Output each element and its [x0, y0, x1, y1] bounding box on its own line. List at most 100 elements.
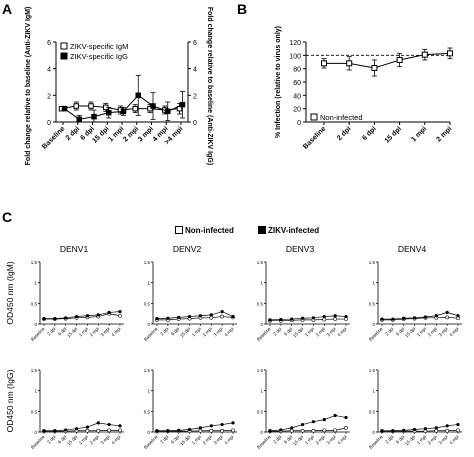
c-x-tick-label: 6 dpi [170, 326, 180, 336]
c-zikv_infected-point [231, 314, 235, 319]
b-series-point [321, 60, 327, 67]
c-non_infected-point [456, 428, 460, 433]
c-zikv_infected-point [311, 316, 316, 320]
a-y2-tick-label: 6 [193, 40, 197, 47]
a-igg-point [91, 113, 97, 120]
c-x-tick-label: 15 dpi [66, 326, 78, 338]
c-x-tick-label: 1 mpi [416, 326, 427, 337]
c-x-tick-label: 2 mpi [202, 326, 213, 337]
c-x-tick-label: 4 mpi [110, 326, 121, 337]
c-y-tick-label: 1.5 [369, 368, 376, 373]
c-row-label: OD450 nm (IgG) [5, 369, 15, 432]
b-series-line [324, 52, 451, 69]
c-non_infected-point [209, 428, 214, 433]
c-x-tick-label: 6 dpi [57, 326, 67, 336]
c-x-tick-label: 6 dpi [395, 434, 405, 444]
a-y-axis-label: Fold change relative to baseline (Anti-Z… [25, 7, 32, 166]
a-x-tick-label: 1 mpi [108, 125, 126, 143]
c-column-title: DENV1 [60, 244, 89, 254]
c-x-tick-label: 15 dpi [179, 326, 191, 338]
c-zikv_infected-point [74, 314, 79, 319]
c-zikv_infected-line [269, 315, 347, 321]
c-y-tick-label: 1 [34, 389, 37, 394]
c-x-tick-label: 2 dpi [272, 326, 282, 336]
c-zikv_infected-line [44, 422, 121, 432]
c-zikv_infected-line [382, 312, 459, 320]
c-zikv_infected-point [155, 317, 159, 321]
c-y-tick-label: 0 [372, 322, 375, 327]
c-x-tick-label: 3 mpi [100, 326, 111, 337]
c-x-tick-label: 15 dpi [404, 326, 416, 338]
c-column-title: DENV3 [286, 244, 315, 254]
c-y-tick-label: 1 [147, 281, 150, 286]
c-x-tick-label: 4 mpi [110, 434, 121, 445]
a-y2-tick-label: 2 [193, 93, 197, 100]
a-igm-legend-label: ZIKV-specific IgM [70, 42, 128, 51]
c-non_infected-point [198, 428, 203, 433]
c-non_infected-point [300, 428, 305, 433]
c-x-tick-label: 1 mpi [191, 326, 202, 337]
a-y2-axis-label: Fold change relative to baseline (Anti-Z… [206, 7, 213, 165]
c-zikv_infected-point [290, 426, 294, 430]
c-x-tick-label: 1 mpi [78, 326, 89, 337]
c-x-tick-label: 2 dpi [159, 326, 169, 336]
a-igm-point [132, 105, 138, 112]
c-zikv_infected-point [279, 317, 283, 322]
c-non_infected-point [333, 428, 338, 433]
c-x-tick-label: 6 dpi [283, 326, 293, 336]
c-x-tick-label: 3 mpi [438, 434, 449, 445]
c-y-tick-label: 0.5 [144, 301, 151, 306]
a-x-tick-label: 2 dpi [65, 125, 82, 142]
a-igg-point [150, 103, 156, 109]
c-zikv_infected-point [187, 314, 192, 319]
c-y-tick-label: 0 [147, 322, 150, 327]
c-x-tick-label: 4 mpi [223, 326, 234, 337]
c-y-tick-label: 1.5 [144, 368, 151, 373]
a-y-tick-label: 6 [47, 40, 51, 47]
c-y-tick-label: 1 [372, 281, 375, 286]
c-zikv_infected-point [333, 413, 337, 418]
b-y-axis-label: % Infection (relative to virus only) [275, 26, 282, 138]
a-x-tick-label: 15 dpi [91, 125, 110, 144]
c-zikv_infected-point [85, 314, 90, 318]
b-x-tick-label: 15 dpi [384, 125, 403, 144]
c-x-tick-label: Baseline [256, 326, 272, 342]
c-non_infected-point [445, 428, 450, 433]
c-legend-non-infected-label: Non-infected [185, 226, 234, 235]
c-legend-zikv-marker [258, 226, 266, 234]
c-x-tick-label: Baseline [30, 434, 46, 450]
c-y-tick-label: 1.5 [369, 260, 376, 265]
c-y-tick-label: 0 [260, 430, 263, 435]
c-zikv_infected-point [391, 429, 395, 433]
c-y-tick-label: 0.5 [31, 409, 38, 414]
b-y-tick-label: 100 [289, 53, 301, 60]
a-x-tick-label: 3 mpi [137, 125, 155, 143]
c-x-tick-label: 1 mpi [416, 434, 427, 445]
c-zikv_infected-line [269, 415, 347, 432]
b-series-point [421, 51, 428, 58]
c-zikv_infected-point [209, 313, 213, 317]
b-series-point [447, 50, 453, 57]
c-x-tick-label: 6 dpi [170, 434, 180, 444]
c-x-tick-label: 15 dpi [179, 434, 191, 446]
c-zikv_infected-point [344, 415, 348, 420]
c-y-tick-label: 1 [372, 389, 375, 394]
c-x-tick-label: Baseline [256, 434, 272, 450]
c-x-tick-label: 2 dpi [46, 326, 56, 336]
c-x-tick-label: 3 mpi [326, 326, 337, 337]
c-zikv_infected-point [64, 316, 68, 320]
a-igg-point [61, 105, 68, 112]
c-x-tick-label: 4 mpi [448, 434, 459, 445]
c-zikv_infected-point [402, 316, 406, 320]
c-zikv_infected-line [157, 422, 234, 432]
c-x-tick-label: 2 mpi [202, 434, 213, 445]
c-x-tick-label: 3 mpi [213, 434, 224, 445]
a-igg-point [179, 101, 186, 108]
c-x-tick-label: 15 dpi [292, 326, 304, 338]
c-x-tick-label: Baseline [368, 326, 384, 342]
c-y-tick-label: 0.5 [144, 409, 151, 414]
panel-label-a: A [2, 1, 12, 17]
c-zikv_infected-point [166, 429, 170, 433]
c-zikv_infected-point [322, 418, 326, 422]
c-x-tick-label: 3 mpi [100, 434, 111, 445]
